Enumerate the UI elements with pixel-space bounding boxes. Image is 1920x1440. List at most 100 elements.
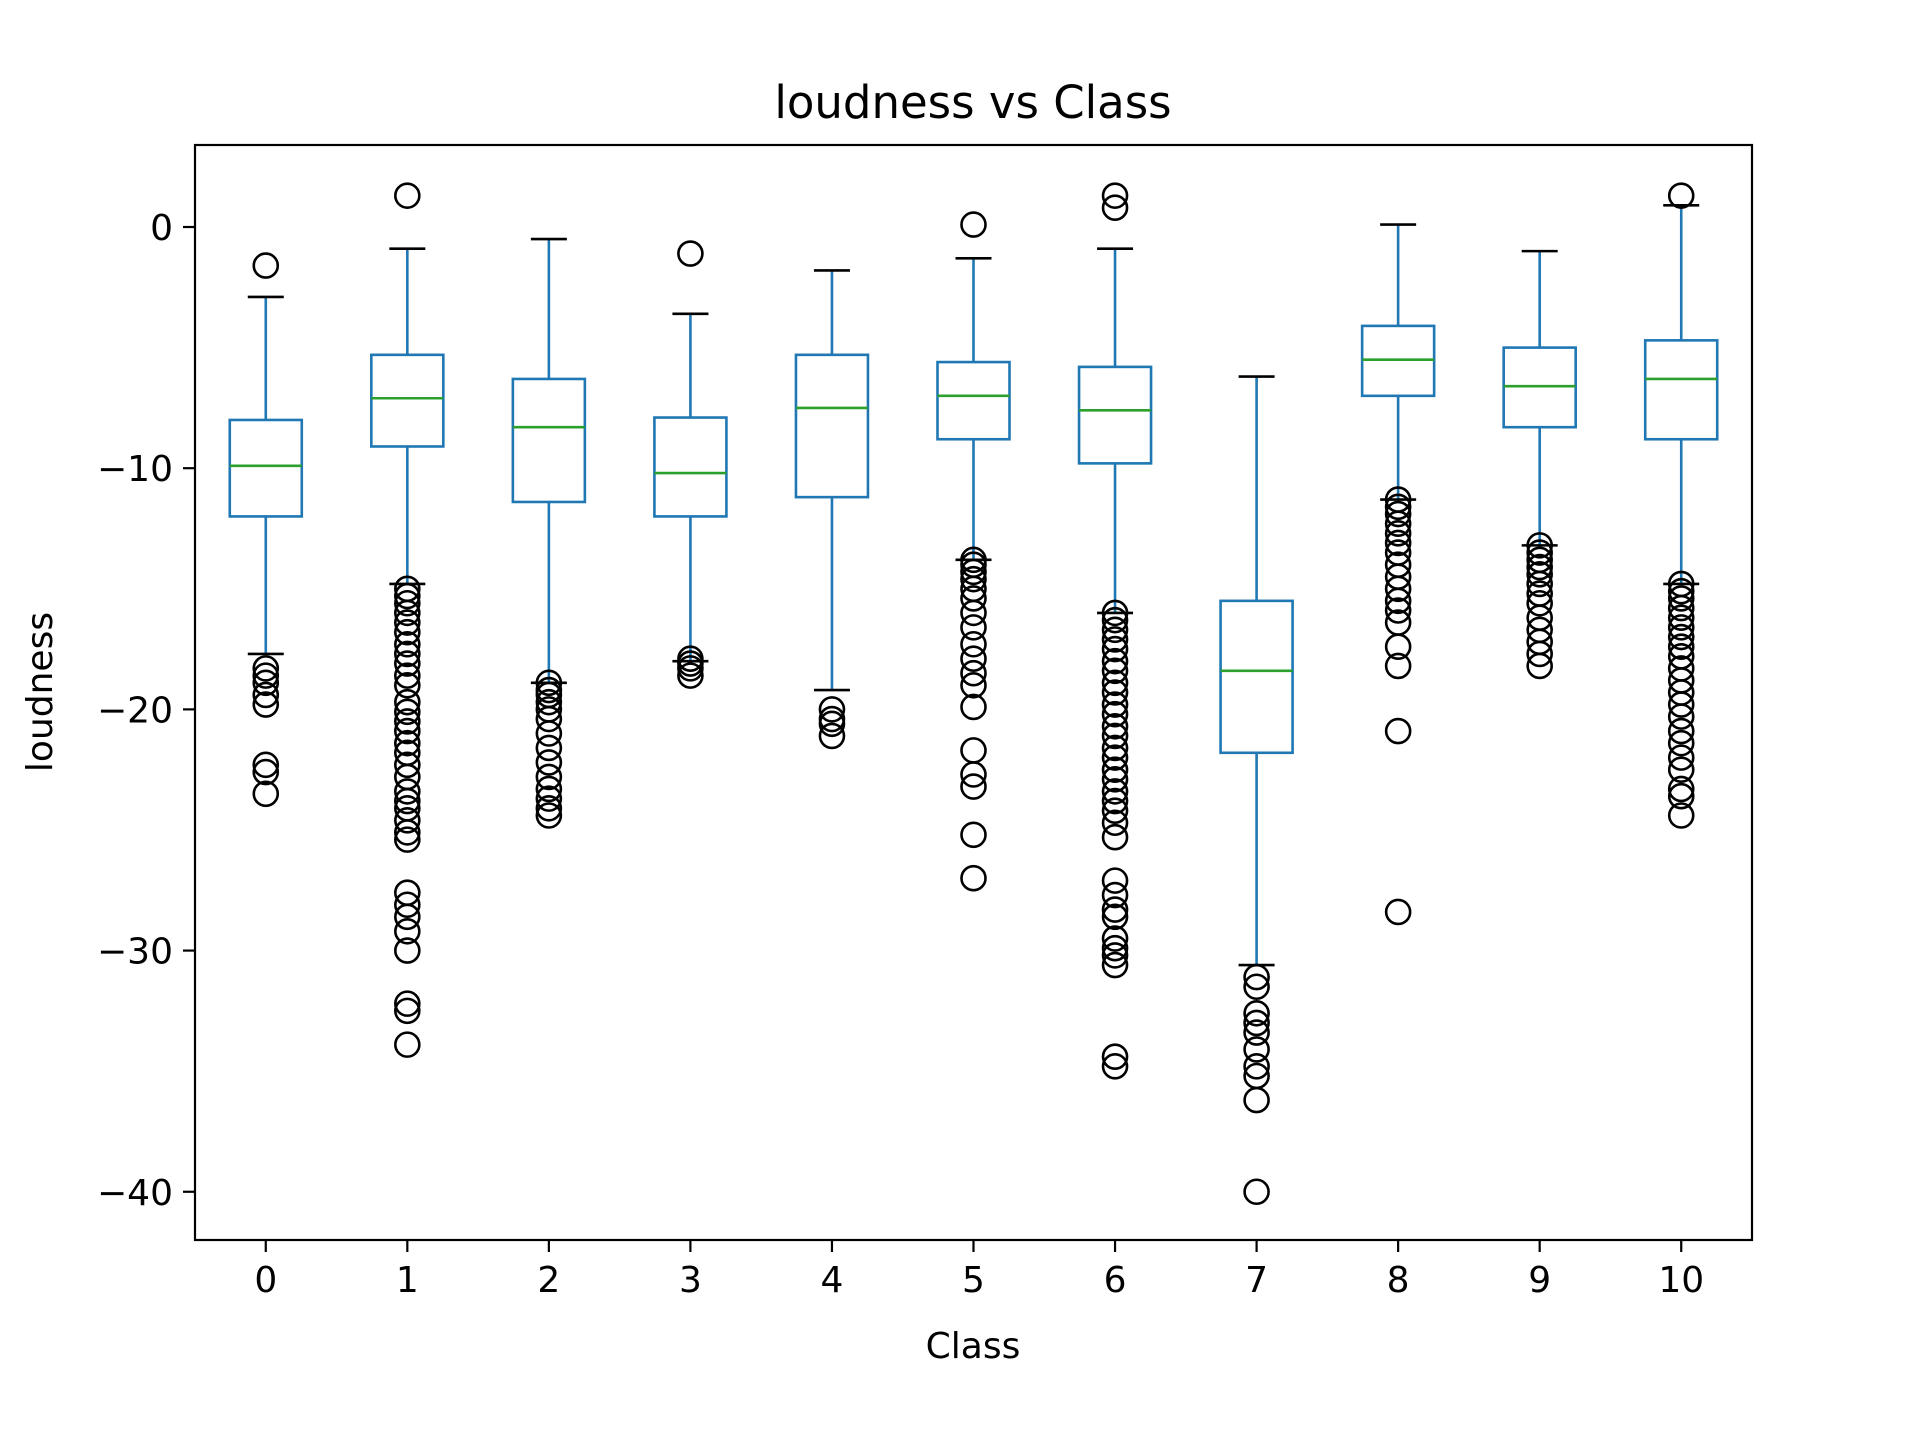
y-tick-label: −40 [97, 1173, 173, 1214]
outlier-point [1243, 1178, 1270, 1206]
outlier-point [394, 662, 421, 689]
outlier-point [535, 775, 563, 803]
outlier-point [394, 917, 421, 945]
box-iqr [936, 360, 1011, 441]
outlier-point [818, 696, 846, 723]
outlier-point [394, 903, 421, 931]
outlier-point [1384, 529, 1412, 557]
outlier-point [1526, 640, 1553, 668]
y-axis-label: loudness [20, 612, 61, 772]
outlier-point [1101, 606, 1129, 634]
outlier-point [394, 589, 421, 617]
outlier-point [1243, 1019, 1270, 1046]
outlier-point [394, 618, 421, 646]
outlier-point [1101, 700, 1129, 728]
y-tick-label: −10 [97, 449, 173, 490]
outlier-point [1101, 669, 1129, 697]
outlier-point [535, 802, 563, 829]
outlier-point [1101, 712, 1129, 740]
outlier-point [1101, 691, 1129, 718]
outlier-point [960, 599, 987, 627]
outlier-point [394, 807, 421, 834]
outlier-point [1526, 589, 1553, 617]
box-group-class-3 [653, 240, 728, 689]
outlier-point [394, 640, 421, 668]
outlier-point [960, 864, 987, 892]
box-group-class-5 [936, 211, 1011, 892]
outlier-point [1243, 1086, 1270, 1114]
outlier-point [1243, 1036, 1270, 1063]
outlier-point [1101, 951, 1129, 979]
outlier-point [394, 599, 421, 627]
outlier-point [1667, 756, 1695, 783]
outlier-point [252, 662, 280, 689]
outlier-point [1101, 942, 1129, 969]
outlier-point [1384, 493, 1412, 521]
outlier-point [960, 558, 987, 586]
outlier-point [535, 705, 563, 733]
box-iqr [228, 418, 304, 518]
x-tick-label: 8 [1387, 1260, 1410, 1301]
outlier-point [535, 749, 563, 776]
outlier-point [1101, 647, 1129, 675]
outlier-point [1101, 182, 1129, 209]
outlier-point [394, 937, 421, 964]
outlier-point [1667, 182, 1695, 209]
outlier-point [394, 778, 421, 805]
box-iqr [794, 353, 870, 499]
outlier-point [252, 780, 280, 808]
outlier-point [1667, 604, 1695, 632]
outlier-point [252, 751, 280, 779]
x-tick-label: 10 [1658, 1260, 1704, 1301]
box-group-class-6 [1077, 182, 1153, 1080]
box-group-class-1 [370, 182, 445, 1058]
outlier-point [1384, 520, 1412, 547]
box-group-class-8 [1360, 223, 1436, 926]
outlier-point [394, 997, 421, 1025]
outlier-point [394, 819, 421, 846]
outlier-point [1101, 657, 1129, 685]
outlier-point [1101, 599, 1129, 627]
outlier-point [394, 688, 421, 716]
outlier-point [960, 693, 987, 721]
box-group-class-9 [1502, 249, 1577, 680]
outlier-point [394, 708, 421, 735]
outlier-point [1667, 782, 1695, 810]
y-tick-label: 0 [150, 208, 173, 249]
x-tick-label: 4 [821, 1260, 844, 1301]
outlier-point [1101, 1043, 1129, 1070]
chart-title: loudness vs Class [774, 76, 1171, 129]
outlier-point [1667, 775, 1695, 803]
outlier-point [394, 826, 421, 853]
outlier-point [1667, 594, 1695, 622]
outlier-point [1243, 999, 1270, 1027]
outlier-point [1667, 744, 1695, 771]
outlier-point [677, 240, 704, 267]
outlier-point [1667, 717, 1695, 745]
outlier-point [1384, 575, 1412, 603]
box-group-class-2 [511, 237, 587, 829]
outlier-point [818, 710, 846, 738]
outlier-point [1667, 633, 1695, 660]
outlier-point [1101, 787, 1129, 815]
outlier-point [960, 645, 987, 673]
outlier-point [1667, 585, 1695, 612]
outlier-point [1667, 691, 1695, 718]
outlier-point [1384, 587, 1412, 615]
outlier-point [960, 821, 987, 849]
x-tick-label: 0 [254, 1260, 277, 1301]
outlier-point [1101, 626, 1129, 653]
x-tick-label: 9 [1528, 1260, 1551, 1301]
outlier-point [1101, 744, 1129, 771]
outlier-point [252, 655, 280, 682]
plot-marks [228, 182, 1719, 1206]
outlier-point [394, 1031, 421, 1058]
outlier-point [535, 794, 563, 822]
outlier-point [1384, 633, 1412, 660]
outlier-point [252, 681, 280, 709]
outlier-point [1243, 1009, 1270, 1037]
outlier-point [1667, 729, 1695, 757]
x-tick-label: 1 [396, 1260, 419, 1301]
